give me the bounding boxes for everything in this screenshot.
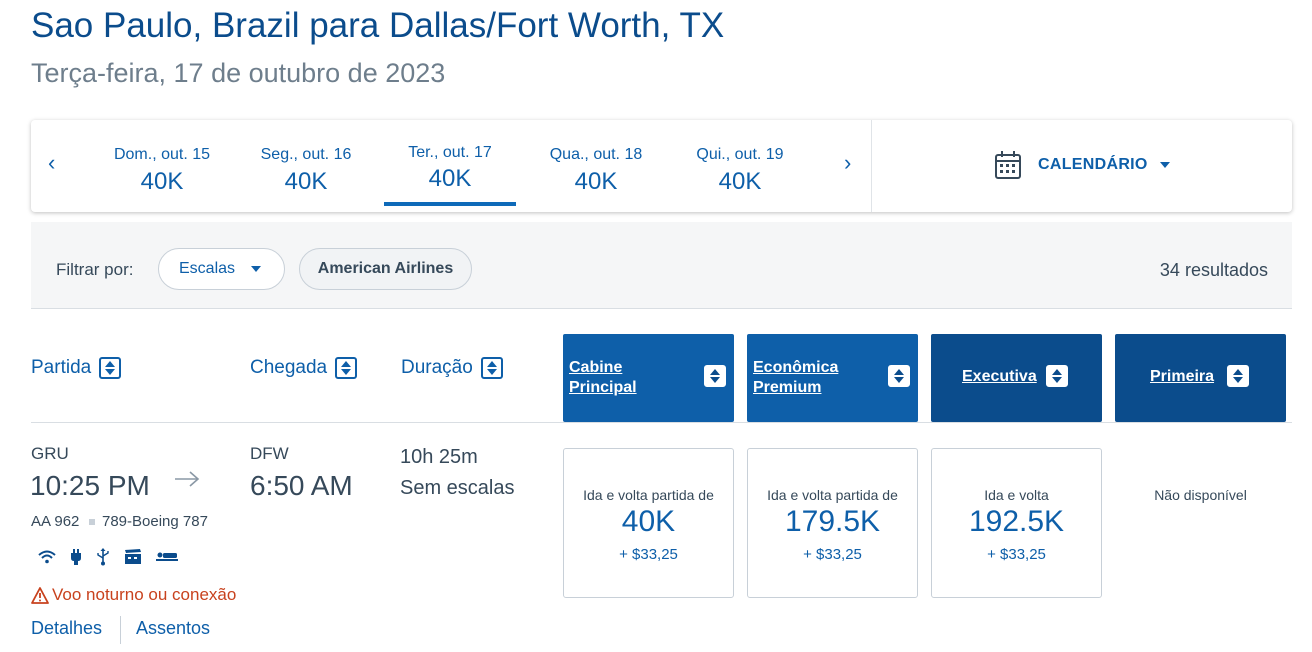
sort-icon [99, 357, 122, 379]
calendar-icon [995, 151, 1021, 179]
date-label: Ter., out. 17 [408, 144, 492, 161]
date-option-oct-19[interactable]: Qui., out. 19 40K [674, 120, 806, 208]
date-price: 40K [574, 168, 618, 195]
chevron-down-icon [1159, 162, 1170, 168]
usb-icon [97, 548, 109, 566]
date-label: Qua., out. 18 [549, 146, 643, 163]
sort-icon [335, 357, 358, 379]
calendar-button[interactable]: CALENDÁRIO [994, 150, 1170, 180]
origin-code: GRU [31, 444, 69, 463]
amenities-list [38, 548, 178, 566]
filter-label: Filtrar por: [56, 260, 134, 279]
departure-time: 10:25 PM [30, 470, 150, 501]
date-option-oct-16[interactable]: Seg., out. 16 40K [240, 120, 372, 208]
fare-main-cabin[interactable]: Ida e volta partida de 40K + $33,25 [563, 448, 734, 598]
date-option-oct-18[interactable]: Qua., out. 18 40K [530, 120, 662, 208]
sort-icon [1227, 365, 1249, 387]
date-navigation: ‹ Dom., out. 15 40K Seg., out. 16 40K Te… [31, 120, 1292, 212]
arrival-header: Chegada [250, 357, 328, 378]
cabin-label: Primeira [1150, 368, 1215, 385]
warning-message: Voo noturno ou conexão [31, 585, 236, 605]
fare-price: 179.5K [784, 505, 881, 538]
calendar-label: CALENDÁRIO [1038, 156, 1148, 173]
wifi-icon [38, 550, 56, 564]
aircraft-type: 789-Boeing 787 [102, 513, 208, 530]
fare-label: Ida e volta partida de [767, 487, 898, 503]
sort-duration-button[interactable]: Duração [401, 357, 503, 379]
previous-dates-button[interactable]: ‹ [48, 150, 56, 175]
sort-icon [888, 365, 910, 387]
cabin-label: Econômica Premium [753, 359, 839, 396]
divider [871, 120, 872, 212]
cabin-header-premium-economy[interactable]: Econômica Premium [747, 334, 918, 422]
sort-icon [480, 357, 503, 379]
date-label: Qui., out. 19 [696, 146, 784, 163]
stops-filter-dropdown[interactable]: Escalas [158, 248, 285, 290]
details-link[interactable]: Detalhes [31, 618, 103, 638]
flight-duration: 10h 25m [400, 446, 478, 468]
cabin-header-main-cabin[interactable]: Cabine Principal [563, 334, 734, 422]
separator-dot [89, 519, 95, 525]
divider [31, 422, 1292, 423]
lie-flat-seat-icon [156, 552, 178, 561]
date-price: 40K [284, 168, 328, 195]
arrival-time: 6:50 AM [250, 470, 353, 501]
date-label: Dom., out. 15 [113, 146, 211, 163]
warning-text: Voo noturno ou conexão [52, 585, 237, 604]
fare-tax: + $33,25 [803, 546, 862, 563]
departure-header: Partida [31, 357, 92, 378]
date-label: Seg., out. 16 [260, 146, 352, 163]
date-option-oct-15[interactable]: Dom., out. 15 40K [96, 120, 228, 208]
airline-filter-button[interactable]: American Airlines [299, 248, 472, 290]
destination-code: DFW [250, 444, 289, 463]
fare-label: Ida e volta [984, 487, 1049, 503]
date-price: 40K [428, 165, 472, 192]
sort-departure-button[interactable]: Partida [31, 357, 122, 379]
results-count: 34 resultados [1159, 260, 1268, 280]
flight-number: AA 962 [31, 513, 80, 530]
airline-filter-label: American Airlines [317, 260, 454, 277]
date-price: 40K [140, 168, 184, 195]
cabin-header-first[interactable]: Primeira [1115, 334, 1286, 422]
chevron-down-icon [251, 266, 262, 272]
duration-header: Duração [401, 357, 473, 378]
divider [120, 616, 121, 644]
date-option-oct-17-selected[interactable]: Ter., out. 17 40K [384, 120, 516, 208]
sort-icon [704, 365, 726, 387]
fare-premium-economy[interactable]: Ida e volta partida de 179.5K + $33,25 [747, 448, 918, 598]
seats-link[interactable]: Assentos [136, 618, 211, 638]
fare-tax: + $33,25 [619, 546, 678, 563]
stops-filter-label: Escalas [179, 260, 236, 277]
stops-info: Sem escalas [400, 477, 515, 499]
filter-bar: Filtrar por: Escalas American Airlines 3… [31, 222, 1292, 309]
cabin-label: Cabine Principal [569, 359, 637, 396]
fare-tax: + $33,25 [987, 546, 1046, 563]
date-price: 40K [718, 168, 762, 195]
warning-icon [31, 586, 49, 604]
next-dates-button[interactable]: › [844, 150, 852, 175]
fare-price: 192.5K [968, 505, 1065, 538]
cabin-label: Executiva [962, 368, 1037, 385]
fare-label: Ida e volta partida de [583, 487, 714, 503]
sort-icon [1046, 365, 1068, 387]
page-subtitle: Terça-feira, 17 de outubro de 2023 [31, 58, 446, 88]
page-title: Sao Paulo, Brazil para Dallas/Fort Worth… [31, 6, 725, 45]
fare-price: 40K [621, 505, 676, 538]
entertainment-icon [125, 549, 141, 564]
cabin-header-business[interactable]: Executiva [931, 334, 1102, 422]
sort-arrival-button[interactable]: Chegada [250, 357, 358, 379]
power-plug-icon [71, 549, 81, 565]
fare-business[interactable]: Ida e volta 192.5K + $33,25 [931, 448, 1102, 598]
arrow-right-icon [175, 471, 200, 487]
first-class-unavailable: Não disponível [1154, 487, 1247, 503]
